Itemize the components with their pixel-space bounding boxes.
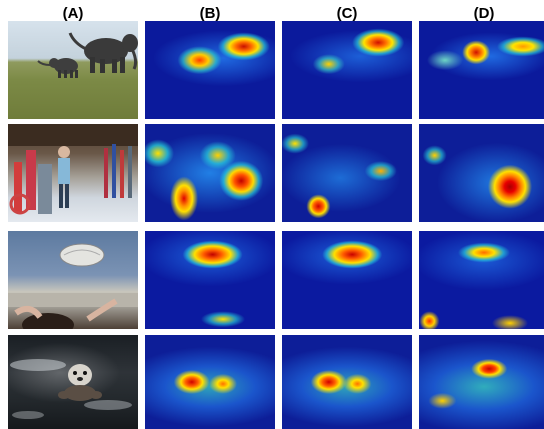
- photo-ski-shop: [8, 124, 138, 222]
- heatmap-d-football: [419, 231, 544, 329]
- heatmap-d-ski-shop: [419, 124, 544, 222]
- column-label-c: (C): [336, 5, 358, 22]
- otter-illustration: [10, 359, 132, 419]
- column-label-a: (A): [62, 5, 84, 22]
- heatmap-c-otter: [282, 335, 412, 429]
- heatmap-c-elephants: [282, 21, 412, 119]
- heatmap-b-football: [145, 231, 275, 329]
- heatmap-d-elephants: [419, 21, 544, 119]
- heatmap-c-ski-shop: [282, 124, 412, 222]
- heatmap-b-otter: [145, 335, 275, 429]
- ski-shop-illustration: [8, 124, 138, 215]
- heatmap-b-ski-shop: [145, 124, 275, 222]
- heatmap-c-football: [282, 231, 412, 329]
- heatmap-b-elephants: [145, 21, 275, 119]
- photo-otter: [8, 335, 138, 429]
- heatmap-d-otter: [419, 335, 544, 429]
- column-label-b: (B): [199, 5, 221, 22]
- photo-elephants: [8, 21, 138, 119]
- column-label-d: (D): [473, 5, 495, 22]
- elephants-illustration: [37, 32, 138, 78]
- photo-football: [8, 231, 138, 329]
- football-illustration: [8, 243, 138, 329]
